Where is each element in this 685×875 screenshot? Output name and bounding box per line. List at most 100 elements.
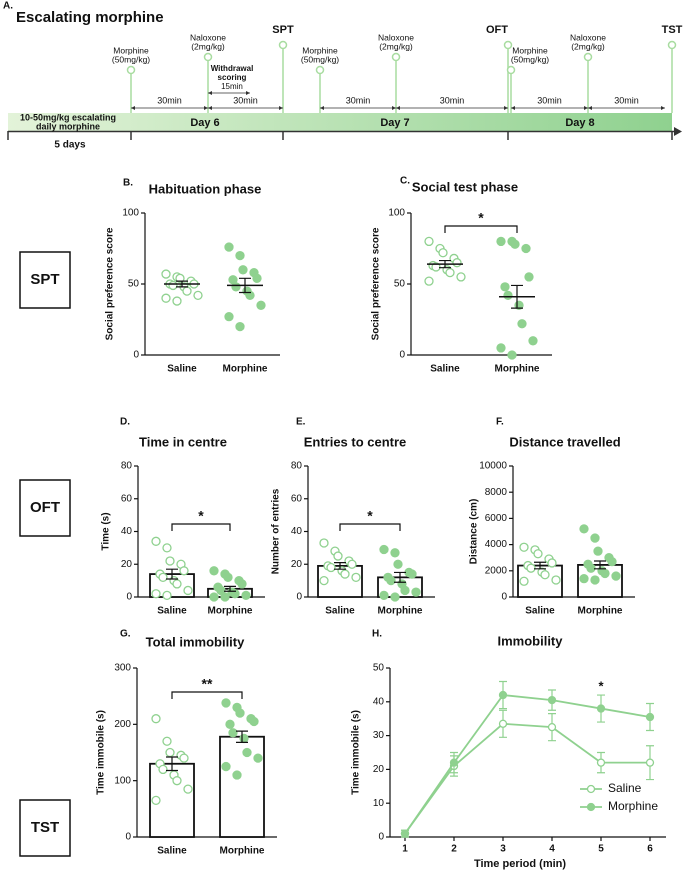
x-tick-label: 4	[549, 844, 555, 855]
panel-letter: D.	[120, 417, 130, 428]
data-point	[456, 272, 466, 282]
significance-bracket	[444, 225, 518, 233]
data-point	[551, 575, 561, 585]
data-point	[238, 265, 248, 275]
error-bar	[224, 585, 236, 592]
data-point	[540, 570, 550, 580]
data-point	[161, 269, 171, 279]
event-head	[667, 40, 677, 50]
event-head	[315, 65, 325, 75]
event-label: Morphine	[113, 45, 149, 55]
data-point	[507, 350, 517, 360]
data-point	[347, 559, 357, 569]
data-point	[220, 592, 230, 602]
significance-bracket	[339, 523, 401, 531]
data-point	[209, 566, 219, 576]
y-tick-label: 200	[114, 719, 131, 730]
data-point	[498, 690, 508, 700]
y-tick-label: 0	[296, 592, 302, 603]
data-point	[596, 758, 606, 767]
panel-letter: E.	[296, 417, 306, 428]
event-label: Naloxone	[378, 32, 414, 42]
x-tick-label: Morphine	[578, 606, 623, 617]
data-point	[162, 543, 172, 553]
data-point	[224, 242, 234, 252]
error-bar	[334, 562, 346, 570]
data-point	[503, 290, 513, 301]
withdrawal-duration: 15min	[221, 82, 243, 91]
row-label: TST	[31, 819, 59, 836]
data-point	[228, 728, 238, 738]
y-tick-label: 4000	[485, 539, 508, 550]
event-label: TST	[662, 24, 683, 36]
data-point	[445, 267, 455, 278]
data-point	[393, 559, 403, 569]
significance-bracket	[171, 691, 243, 699]
event-label: (50mg/kg)	[112, 54, 150, 64]
chart-title: Total immobility	[146, 634, 245, 649]
y-tick-label: 6000	[485, 513, 508, 524]
data-point	[500, 282, 510, 292]
data-point	[379, 544, 389, 555]
error-bar	[176, 280, 188, 288]
data-point	[179, 566, 189, 576]
significance: *	[478, 210, 484, 226]
y-axis-label: Time immobile (s)	[351, 710, 362, 795]
data-point	[225, 719, 235, 729]
y-tick-label: 10	[373, 798, 385, 809]
data-point	[224, 312, 234, 322]
significance: **	[202, 676, 213, 692]
interval-label: 30min	[440, 95, 465, 105]
panel-letter: B.	[123, 178, 133, 189]
chart-title: Distance travelled	[509, 434, 620, 449]
event-head	[126, 65, 136, 75]
data-point	[172, 579, 182, 589]
data-point	[400, 585, 410, 596]
error-bar	[239, 277, 251, 294]
data-point	[424, 236, 434, 247]
data-point	[223, 572, 233, 582]
x-tick-label: Saline	[157, 606, 187, 617]
data-point	[645, 712, 655, 722]
y-tick-label: 40	[291, 526, 303, 537]
data-point	[193, 290, 203, 301]
data-point	[547, 723, 557, 732]
y-tick-label: 0	[501, 592, 507, 603]
y-tick-label: 100	[122, 208, 139, 219]
panel-letter: H.	[372, 629, 382, 640]
data-point	[386, 575, 396, 586]
data-point	[319, 538, 329, 548]
x-tick-label: Saline	[167, 364, 197, 375]
data-point	[221, 698, 231, 708]
data-point	[586, 563, 596, 573]
event-label: (2mg/kg)	[191, 41, 225, 51]
timeline-arrow	[674, 127, 682, 136]
data-point	[498, 719, 508, 728]
y-tick-label: 100	[388, 208, 405, 219]
y-tick-label: 30	[373, 730, 385, 741]
data-point	[449, 758, 459, 767]
data-point	[209, 592, 219, 602]
significance: *	[198, 508, 204, 524]
data-point	[253, 753, 263, 763]
chart-title: Time in centre	[139, 434, 227, 449]
data-point	[526, 563, 536, 573]
data-point	[319, 575, 329, 586]
y-tick-label: 100	[114, 775, 131, 786]
event-head	[583, 52, 593, 62]
event-head	[391, 52, 401, 62]
y-tick-label: 80	[291, 461, 303, 472]
data-point	[158, 764, 168, 775]
data-point	[151, 536, 161, 546]
y-axis-label: Social preference score	[371, 227, 382, 340]
y-axis-label: Time (s)	[101, 512, 112, 550]
interval-label: 30min	[157, 95, 182, 105]
legend-label: Morphine	[608, 799, 658, 813]
bar	[219, 735, 265, 838]
chart-title: Social test phase	[412, 179, 518, 194]
error-bar	[594, 560, 606, 570]
y-axis-label: Time immobile (s)	[96, 710, 107, 795]
data-point	[390, 592, 400, 602]
data-point	[235, 250, 245, 261]
data-point	[249, 716, 259, 727]
